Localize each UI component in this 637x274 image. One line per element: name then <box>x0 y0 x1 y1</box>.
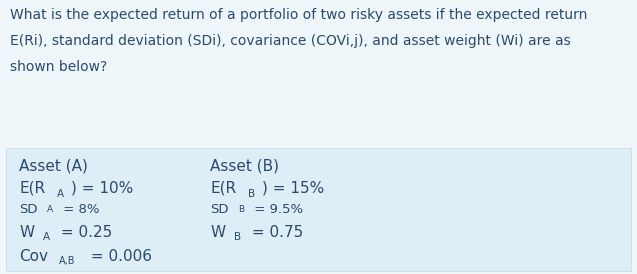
Text: = 0.75: = 0.75 <box>247 225 303 240</box>
FancyBboxPatch shape <box>6 148 631 271</box>
Text: Cov: Cov <box>19 249 48 264</box>
Text: E(R: E(R <box>19 181 45 196</box>
Text: = 8%: = 8% <box>59 203 100 216</box>
Text: ) = 10%: ) = 10% <box>71 181 134 196</box>
Text: = 0.25: = 0.25 <box>56 225 112 240</box>
Text: Asset (B): Asset (B) <box>210 159 279 174</box>
Text: A: A <box>43 232 50 241</box>
Text: B: B <box>238 206 245 215</box>
Text: Asset (A): Asset (A) <box>19 159 88 174</box>
Text: W: W <box>210 225 225 240</box>
Text: shown below?: shown below? <box>10 60 107 74</box>
Text: ) = 15%: ) = 15% <box>262 181 325 196</box>
Text: A: A <box>57 189 64 198</box>
Text: A: A <box>47 206 54 215</box>
Text: E(Ri), standard deviation (SDi), covariance (COVi,j), and asset weight (Wi) are : E(Ri), standard deviation (SDi), covaria… <box>10 34 570 48</box>
Text: = 0.006: = 0.006 <box>86 249 152 264</box>
Text: B: B <box>248 189 255 198</box>
Text: = 9.5%: = 9.5% <box>250 203 303 216</box>
Text: A,B: A,B <box>59 256 75 266</box>
Text: E(R: E(R <box>210 181 236 196</box>
Text: B: B <box>234 232 241 241</box>
Text: SD: SD <box>210 203 229 216</box>
Text: W: W <box>19 225 34 240</box>
Text: SD: SD <box>19 203 38 216</box>
Text: What is the expected return of a portfolio of two risky assets if the expected r: What is the expected return of a portfol… <box>10 8 587 22</box>
